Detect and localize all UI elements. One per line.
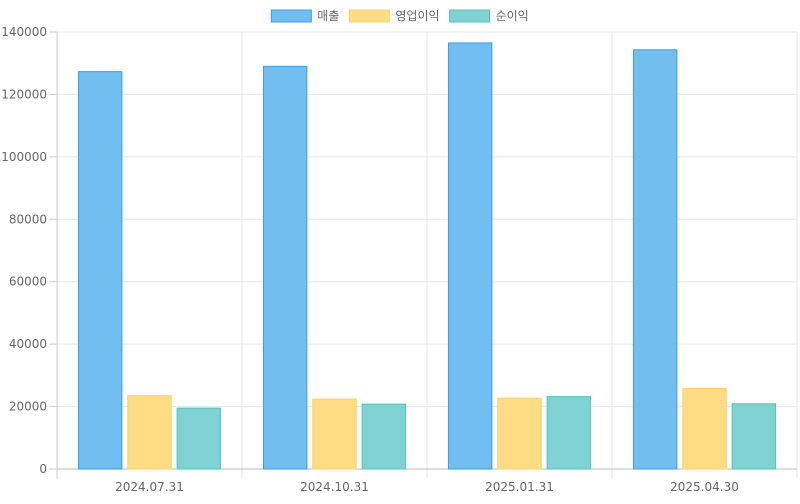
- legend-label: 영업이익: [395, 9, 439, 23]
- y-tick-label: 80000: [9, 212, 47, 226]
- bar[interactable]: [497, 397, 542, 470]
- x-tick-label: 2024.10.31: [300, 480, 369, 494]
- legend-swatch: [348, 9, 390, 23]
- legend[interactable]: 매출 영업이익 순이익: [270, 9, 529, 23]
- y-tick-label: 100000: [1, 150, 47, 164]
- legend-label: 매출: [317, 9, 339, 23]
- x-tick-label: 2025.04.30: [670, 480, 739, 494]
- y-tick-label: 140000: [1, 25, 47, 39]
- bar[interactable]: [312, 398, 357, 470]
- legend-swatch: [449, 9, 491, 23]
- bar[interactable]: [77, 71, 123, 470]
- bar[interactable]: [176, 407, 222, 470]
- legend-swatch: [270, 9, 312, 23]
- grid-lines: [56, 31, 798, 479]
- legend-item[interactable]: 영업이익: [348, 9, 440, 23]
- bar[interactable]: [361, 403, 407, 470]
- bars: [77, 42, 777, 470]
- bar[interactable]: [447, 42, 493, 470]
- bar[interactable]: [127, 395, 172, 470]
- bar[interactable]: [632, 49, 678, 470]
- x-tick-label: 2025.01.31: [485, 480, 554, 494]
- y-tick-label: 20000: [9, 400, 47, 414]
- bar[interactable]: [546, 396, 592, 470]
- legend-item[interactable]: 순이익: [449, 9, 529, 23]
- bar[interactable]: [731, 403, 777, 470]
- bar[interactable]: [682, 387, 727, 470]
- legend-label: 순이익: [496, 9, 529, 23]
- y-tick-label: 40000: [9, 337, 47, 351]
- y-tick-label: 120000: [1, 87, 47, 101]
- bar[interactable]: [262, 65, 308, 470]
- y-tick-label: 0: [39, 462, 47, 476]
- y-tick-label: 60000: [9, 275, 47, 289]
- axes: 0 20000 40000 60000 80000 100000 120000 140000 2…: [1, 25, 797, 494]
- x-tick-label: 2024.07.31: [115, 480, 184, 494]
- legend-item[interactable]: 매출: [270, 9, 339, 23]
